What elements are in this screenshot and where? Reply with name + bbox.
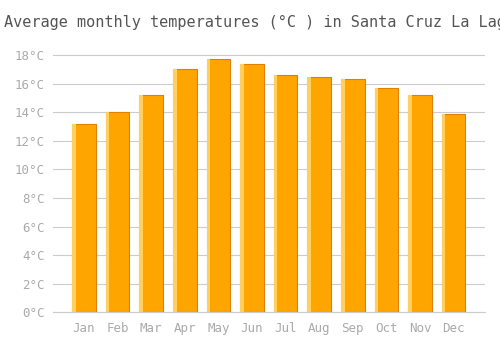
Bar [72,124,96,312]
Bar [442,114,466,312]
Bar [408,95,412,312]
Bar [374,88,398,312]
Bar [206,60,210,312]
Bar [374,88,378,312]
Bar [140,95,163,312]
Bar [106,112,110,312]
Bar [308,77,331,312]
Bar [240,64,264,312]
Bar [140,95,143,312]
Bar [341,79,344,312]
Bar [274,75,297,312]
Title: Average monthly temperatures (°C ) in Santa Cruz La Laguna: Average monthly temperatures (°C ) in Sa… [4,15,500,30]
Bar [173,69,176,312]
Bar [274,75,278,312]
Bar [173,69,197,312]
Bar [72,124,76,312]
Bar [341,79,364,312]
Bar [206,60,230,312]
Bar [408,95,432,312]
Bar [106,112,130,312]
Bar [442,114,446,312]
Bar [240,64,244,312]
Bar [308,77,311,312]
